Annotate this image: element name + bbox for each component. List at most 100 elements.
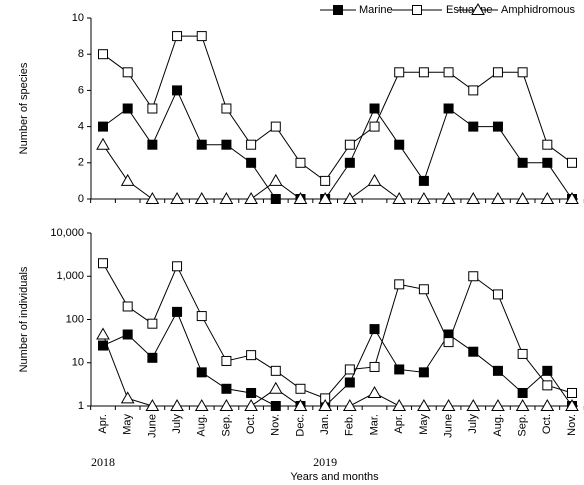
marker — [219, 398, 234, 411]
marker — [468, 346, 479, 357]
marker — [542, 365, 553, 376]
marker — [194, 398, 209, 411]
marker — [98, 258, 108, 269]
x-tick-label: Apr. — [97, 414, 109, 434]
marker — [244, 398, 258, 411]
marker — [542, 139, 553, 150]
marker — [468, 85, 479, 96]
marker — [515, 398, 530, 411]
series-line — [102, 334, 572, 407]
x-tick-label: June — [442, 414, 454, 438]
marker — [491, 191, 505, 204]
y-tick-label: 10,000 — [50, 227, 84, 239]
legend-label: Amphidromous — [501, 4, 575, 16]
marker — [515, 191, 530, 204]
marker — [540, 398, 555, 411]
marker — [417, 191, 431, 204]
x-tick-label: Feb. — [344, 414, 356, 436]
marker — [466, 398, 481, 411]
marker — [344, 377, 355, 388]
y-tick-label: 100 — [66, 313, 84, 325]
marker — [295, 383, 306, 394]
marker — [270, 401, 281, 411]
marker — [517, 387, 528, 398]
marker — [244, 191, 258, 204]
x-tick-label: Aug. — [492, 414, 504, 437]
marker — [418, 175, 429, 186]
marker — [122, 103, 133, 114]
marker — [122, 67, 133, 78]
marker — [468, 271, 479, 282]
x-tick-label: July — [171, 414, 183, 434]
x-tick-label: Apr. — [393, 414, 405, 434]
y-tick-label: 8 — [78, 48, 84, 60]
marker — [394, 139, 405, 150]
marker — [270, 121, 281, 132]
y-tick-label: 1 — [78, 400, 84, 412]
marker — [246, 387, 257, 398]
marker — [567, 387, 577, 398]
marker — [122, 301, 133, 312]
x-tick-label: Mar. — [368, 414, 380, 435]
marker — [221, 383, 232, 394]
x-tick-label: Jan. — [319, 414, 331, 435]
x-tick-label: Oct. — [245, 414, 257, 434]
y-tick-label: 2 — [78, 157, 84, 169]
series-line — [102, 35, 573, 182]
marker — [172, 85, 183, 96]
marker — [492, 121, 503, 132]
marker — [295, 157, 306, 168]
marker — [367, 385, 382, 398]
marker — [147, 318, 158, 329]
marker — [120, 173, 135, 186]
legend-label: Marine — [359, 4, 393, 16]
marker — [194, 191, 209, 204]
marker — [145, 398, 160, 411]
marker — [196, 367, 207, 378]
year-label: 2019 — [313, 455, 337, 469]
marker — [246, 157, 257, 168]
marker — [468, 121, 479, 132]
marker — [466, 191, 481, 204]
marker — [394, 364, 405, 375]
x-tick-label: Dec. — [294, 414, 306, 437]
marker — [147, 352, 158, 363]
marker — [471, 2, 485, 15]
marker — [293, 191, 308, 204]
marker — [392, 398, 407, 411]
marker — [170, 191, 184, 204]
marker — [369, 103, 380, 114]
marker — [369, 121, 380, 132]
marker — [344, 364, 355, 375]
marker — [219, 191, 234, 204]
marker — [221, 355, 232, 366]
y-tick-label: 0 — [78, 193, 84, 205]
marker — [369, 324, 380, 335]
marker — [344, 157, 355, 168]
x-tick-label: Nov. — [270, 414, 282, 436]
marker — [517, 348, 528, 359]
marker — [565, 191, 579, 204]
marker — [196, 311, 207, 322]
marker — [318, 191, 333, 204]
marker — [98, 121, 108, 132]
marker — [270, 194, 281, 204]
marker — [517, 157, 528, 168]
year-label: 2018 — [91, 455, 115, 469]
marker — [196, 139, 207, 150]
series-line — [102, 310, 573, 407]
marker — [268, 381, 283, 394]
marker — [120, 391, 135, 404]
marker — [270, 365, 281, 376]
marker — [221, 103, 232, 114]
marker — [394, 67, 405, 78]
y-tick-label: 6 — [78, 84, 84, 96]
marker — [147, 139, 158, 150]
marker — [122, 329, 133, 340]
x-tick-label: Nov. — [566, 414, 578, 436]
y-axis-label: Number of individuals — [18, 266, 30, 372]
y-tick-label: 10 — [72, 12, 84, 24]
marker — [342, 191, 357, 204]
marker — [172, 31, 183, 42]
